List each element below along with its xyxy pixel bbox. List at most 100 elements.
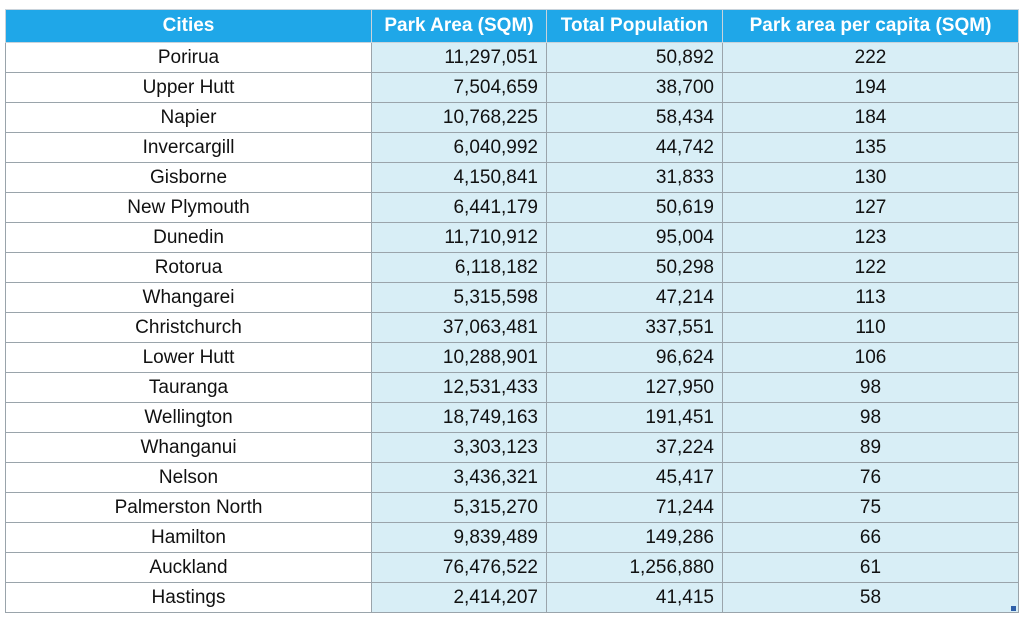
cell-total-population[interactable]: 38,700 bbox=[546, 72, 723, 103]
cell-city[interactable]: Invercargill bbox=[5, 132, 372, 163]
cell-total-population[interactable]: 191,451 bbox=[546, 402, 723, 433]
cell-total-population[interactable]: 58,434 bbox=[546, 102, 723, 133]
cell-city[interactable]: Porirua bbox=[5, 42, 372, 73]
cell-park-area-per-capita[interactable]: 106 bbox=[722, 342, 1019, 373]
table-row: Nelson 3,436,321 45,417 76 bbox=[5, 462, 1019, 493]
cell-park-area-per-capita[interactable]: 58 bbox=[722, 582, 1019, 613]
cell-total-population[interactable]: 45,417 bbox=[546, 462, 723, 493]
table-row: Dunedin 11,710,912 95,004 123 bbox=[5, 222, 1019, 253]
cell-city[interactable]: Hastings bbox=[5, 582, 372, 613]
cell-total-population[interactable]: 149,286 bbox=[546, 522, 723, 553]
cell-city[interactable]: Whangarei bbox=[5, 282, 372, 313]
table-row: Christchurch 37,063,481 337,551 110 bbox=[5, 312, 1019, 343]
cell-park-area-per-capita[interactable]: 98 bbox=[722, 372, 1019, 403]
cell-park-area[interactable]: 18,749,163 bbox=[371, 402, 547, 433]
table-row: New Plymouth 6,441,179 50,619 127 bbox=[5, 192, 1019, 223]
cell-park-area-per-capita[interactable]: 61 bbox=[722, 552, 1019, 583]
table-row: Napier 10,768,225 58,434 184 bbox=[5, 102, 1019, 133]
cell-park-area[interactable]: 9,839,489 bbox=[371, 522, 547, 553]
table-body: Porirua 11,297,051 50,892 222 Upper Hutt 7,50… bbox=[5, 42, 1019, 613]
cell-park-area-per-capita[interactable]: 76 bbox=[722, 462, 1019, 493]
cell-park-area[interactable]: 6,040,992 bbox=[371, 132, 547, 163]
table-row: Lower Hutt 10,288,901 96,624 106 bbox=[5, 342, 1019, 373]
cell-city[interactable]: Gisborne bbox=[5, 162, 372, 193]
cell-total-population[interactable]: 337,551 bbox=[546, 312, 723, 343]
cell-city[interactable]: Auckland bbox=[5, 552, 372, 583]
header-park-area-per-capita[interactable]: Park area per capita (SQM) bbox=[722, 9, 1019, 43]
cell-city[interactable]: Lower Hutt bbox=[5, 342, 372, 373]
cell-park-area[interactable]: 5,315,270 bbox=[371, 492, 547, 523]
cell-total-population[interactable]: 127,950 bbox=[546, 372, 723, 403]
cell-total-population[interactable]: 71,244 bbox=[546, 492, 723, 523]
cell-park-area-per-capita[interactable]: 222 bbox=[722, 42, 1019, 73]
cell-city[interactable]: Palmerston North bbox=[5, 492, 372, 523]
cell-park-area-per-capita[interactable]: 66 bbox=[722, 522, 1019, 553]
cell-park-area[interactable]: 37,063,481 bbox=[371, 312, 547, 343]
cell-park-area-per-capita[interactable]: 122 bbox=[722, 252, 1019, 283]
cell-park-area[interactable]: 11,710,912 bbox=[371, 222, 547, 253]
cell-city[interactable]: Hamilton bbox=[5, 522, 372, 553]
cell-park-area[interactable]: 10,768,225 bbox=[371, 102, 547, 133]
cell-city[interactable]: New Plymouth bbox=[5, 192, 372, 223]
table-row: Upper Hutt 7,504,659 38,700 194 bbox=[5, 72, 1019, 103]
cell-park-area-per-capita[interactable]: 123 bbox=[722, 222, 1019, 253]
cell-park-area-per-capita[interactable]: 110 bbox=[722, 312, 1019, 343]
header-row: Cities Park Area (SQM) Total Population … bbox=[5, 9, 1019, 43]
cell-park-area-per-capita[interactable]: 184 bbox=[722, 102, 1019, 133]
cell-total-population[interactable]: 50,298 bbox=[546, 252, 723, 283]
cell-city[interactable]: Whanganui bbox=[5, 432, 372, 463]
cell-total-population[interactable]: 1,256,880 bbox=[546, 552, 723, 583]
cell-park-area-per-capita[interactable]: 194 bbox=[722, 72, 1019, 103]
cell-park-area[interactable]: 12,531,433 bbox=[371, 372, 547, 403]
table-row: Rotorua 6,118,182 50,298 122 bbox=[5, 252, 1019, 283]
cell-total-population[interactable]: 95,004 bbox=[546, 222, 723, 253]
table-row: Whangarei 5,315,598 47,214 113 bbox=[5, 282, 1019, 313]
cell-city[interactable]: Wellington bbox=[5, 402, 372, 433]
cell-park-area[interactable]: 3,436,321 bbox=[371, 462, 547, 493]
cell-city[interactable]: Christchurch bbox=[5, 312, 372, 343]
cell-park-area[interactable]: 3,303,123 bbox=[371, 432, 547, 463]
cell-city[interactable]: Nelson bbox=[5, 462, 372, 493]
cell-city[interactable]: Tauranga bbox=[5, 372, 372, 403]
cell-park-area[interactable]: 4,150,841 bbox=[371, 162, 547, 193]
cell-park-area[interactable]: 11,297,051 bbox=[371, 42, 547, 73]
cell-city[interactable]: Rotorua bbox=[5, 252, 372, 283]
cell-park-area-per-capita[interactable]: 75 bbox=[722, 492, 1019, 523]
cell-park-area-per-capita[interactable]: 130 bbox=[722, 162, 1019, 193]
cell-total-population[interactable]: 50,892 bbox=[546, 42, 723, 73]
cell-total-population[interactable]: 44,742 bbox=[546, 132, 723, 163]
table-row: Whanganui 3,303,123 37,224 89 bbox=[5, 432, 1019, 463]
cell-total-population[interactable]: 50,619 bbox=[546, 192, 723, 223]
header-park-area[interactable]: Park Area (SQM) bbox=[371, 9, 547, 43]
table-row: Gisborne 4,150,841 31,833 130 bbox=[5, 162, 1019, 193]
cell-city[interactable]: Upper Hutt bbox=[5, 72, 372, 103]
table-row: Tauranga 12,531,433 127,950 98 bbox=[5, 372, 1019, 403]
cell-total-population[interactable]: 96,624 bbox=[546, 342, 723, 373]
cell-park-area-per-capita[interactable]: 127 bbox=[722, 192, 1019, 223]
cell-park-area[interactable]: 76,476,522 bbox=[371, 552, 547, 583]
cell-park-area-per-capita[interactable]: 135 bbox=[722, 132, 1019, 163]
cell-park-area-per-capita[interactable]: 113 bbox=[722, 282, 1019, 313]
header-total-population[interactable]: Total Population bbox=[546, 9, 723, 43]
cell-total-population[interactable]: 47,214 bbox=[546, 282, 723, 313]
table-row: Wellington 18,749,163 191,451 98 bbox=[5, 402, 1019, 433]
park-area-table: Cities Park Area (SQM) Total Population … bbox=[5, 9, 1019, 613]
park-area-table-container: Cities Park Area (SQM) Total Population … bbox=[5, 9, 1019, 613]
cell-park-area[interactable]: 5,315,598 bbox=[371, 282, 547, 313]
table-row: Porirua 11,297,051 50,892 222 bbox=[5, 42, 1019, 73]
cell-park-area[interactable]: 2,414,207 bbox=[371, 582, 547, 613]
table-row: Hamilton 9,839,489 149,286 66 bbox=[5, 522, 1019, 553]
header-cities[interactable]: Cities bbox=[5, 9, 372, 43]
cell-total-population[interactable]: 31,833 bbox=[546, 162, 723, 193]
cell-park-area[interactable]: 6,441,179 bbox=[371, 192, 547, 223]
cell-total-population[interactable]: 37,224 bbox=[546, 432, 723, 463]
cell-city[interactable]: Dunedin bbox=[5, 222, 372, 253]
cell-total-population[interactable]: 41,415 bbox=[546, 582, 723, 613]
cell-park-area-per-capita[interactable]: 89 bbox=[722, 432, 1019, 463]
cell-park-area[interactable]: 6,118,182 bbox=[371, 252, 547, 283]
cell-park-area[interactable]: 10,288,901 bbox=[371, 342, 547, 373]
selection-fill-handle[interactable] bbox=[1011, 606, 1016, 611]
cell-park-area-per-capita[interactable]: 98 bbox=[722, 402, 1019, 433]
cell-park-area[interactable]: 7,504,659 bbox=[371, 72, 547, 103]
cell-city[interactable]: Napier bbox=[5, 102, 372, 133]
